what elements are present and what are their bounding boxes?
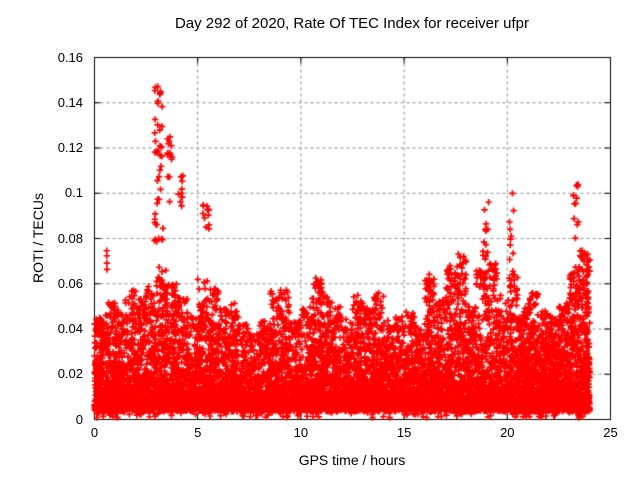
y-tick-label: 0.04 <box>57 321 83 336</box>
y-tick-label: 0.08 <box>57 230 83 246</box>
y-tick-label: 0.1 <box>64 185 83 201</box>
x-axis-title: GPS time / hours <box>298 452 406 468</box>
x-tick-label: 25 <box>603 425 618 440</box>
y-tick-label: 0.12 <box>57 140 83 155</box>
x-tick-label: 10 <box>293 425 309 440</box>
y-tick-label: 0.16 <box>57 49 83 65</box>
y-tick-label: 0.06 <box>57 275 83 291</box>
x-tick-label: 15 <box>396 425 412 440</box>
x-tick-label: 20 <box>500 425 515 440</box>
x-tick-label: 5 <box>194 425 202 440</box>
y-tick-label: 0 <box>75 411 83 427</box>
y-tick-label: 0.02 <box>57 366 83 382</box>
y-tick-label: 0.14 <box>57 94 83 110</box>
x-tick-label: 0 <box>90 425 99 440</box>
chart-title: Day 292 of 2020, Rate Of TEC Index for r… <box>174 15 530 32</box>
